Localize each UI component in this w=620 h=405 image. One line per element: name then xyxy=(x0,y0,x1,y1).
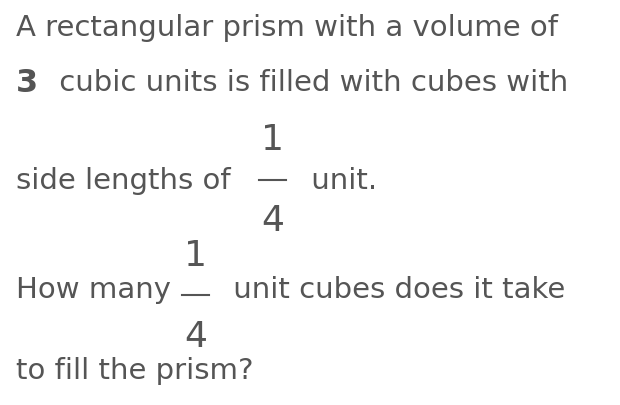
Text: side lengths of: side lengths of xyxy=(16,166,239,194)
Text: How many: How many xyxy=(16,276,180,303)
Text: 4: 4 xyxy=(184,319,207,353)
Text: 1: 1 xyxy=(261,123,285,157)
Text: cubic units is filled with cubes with: cubic units is filled with cubes with xyxy=(50,69,568,97)
Text: to fill the prism?: to fill the prism? xyxy=(16,357,253,384)
Text: A rectangular prism with a volume of: A rectangular prism with a volume of xyxy=(16,15,557,42)
Text: 4: 4 xyxy=(261,204,285,238)
Text: unit cubes does it take: unit cubes does it take xyxy=(224,276,565,303)
Text: 1: 1 xyxy=(184,238,207,272)
Text: 3: 3 xyxy=(16,68,38,98)
Text: unit.: unit. xyxy=(302,166,377,194)
